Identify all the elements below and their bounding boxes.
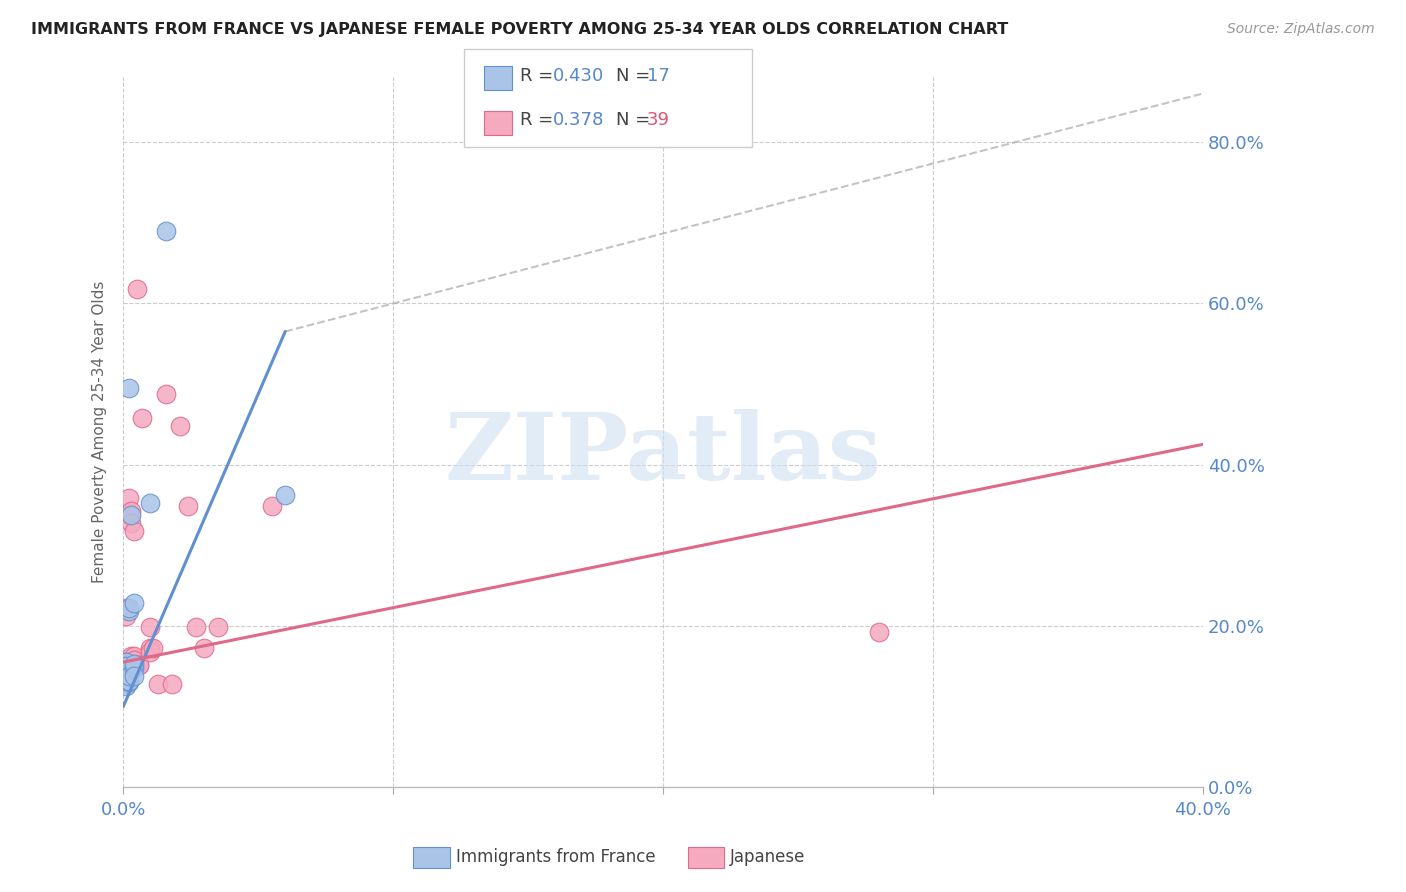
- Point: [274, 488, 297, 502]
- Point: [120, 657, 142, 672]
- Y-axis label: Female Poverty Among 25-34 Year Olds: Female Poverty Among 25-34 Year Olds: [93, 281, 107, 583]
- Point: [193, 641, 215, 656]
- Point: [207, 620, 229, 634]
- Point: [118, 673, 141, 688]
- Point: [120, 504, 142, 518]
- Point: [120, 516, 142, 530]
- Point: [115, 609, 138, 624]
- Point: [120, 508, 142, 522]
- Text: Japanese: Japanese: [730, 848, 806, 866]
- Text: Immigrants from France: Immigrants from France: [456, 848, 655, 866]
- Point: [115, 665, 138, 680]
- Point: [115, 659, 138, 673]
- Point: [139, 641, 162, 656]
- Point: [125, 282, 148, 296]
- Point: [118, 653, 141, 667]
- Point: [169, 418, 191, 433]
- Point: [122, 657, 145, 671]
- Point: [155, 386, 177, 401]
- Text: Source: ZipAtlas.com: Source: ZipAtlas.com: [1227, 22, 1375, 37]
- Point: [118, 508, 141, 522]
- Point: [148, 677, 170, 691]
- Point: [118, 604, 141, 618]
- Point: [868, 625, 890, 640]
- Text: N =: N =: [616, 112, 655, 129]
- Point: [115, 655, 138, 669]
- Point: [139, 496, 162, 510]
- Text: R =: R =: [520, 67, 560, 85]
- Point: [115, 679, 138, 693]
- Point: [160, 677, 183, 691]
- Point: [122, 596, 145, 610]
- Text: 39: 39: [647, 112, 669, 129]
- Point: [155, 224, 177, 238]
- Point: [115, 601, 138, 615]
- Point: [128, 657, 150, 672]
- Point: [118, 655, 141, 669]
- Point: [122, 653, 145, 667]
- Point: [142, 641, 165, 656]
- Point: [122, 649, 145, 664]
- Point: [122, 653, 145, 667]
- Text: 0.430: 0.430: [553, 67, 603, 85]
- Point: [128, 657, 150, 672]
- Point: [120, 649, 142, 664]
- Point: [115, 604, 138, 618]
- Point: [260, 500, 283, 514]
- Point: [118, 657, 141, 672]
- Point: [186, 620, 208, 634]
- Text: R =: R =: [520, 112, 560, 129]
- Point: [139, 620, 162, 634]
- Point: [118, 381, 141, 395]
- Point: [115, 677, 138, 691]
- Point: [122, 669, 145, 683]
- Point: [118, 669, 141, 683]
- Point: [139, 645, 162, 659]
- Text: ZIPatlas: ZIPatlas: [444, 409, 882, 499]
- Point: [118, 669, 141, 683]
- Point: [177, 500, 200, 514]
- Text: N =: N =: [616, 67, 655, 85]
- Point: [118, 491, 141, 506]
- Point: [118, 675, 141, 690]
- Point: [118, 669, 141, 683]
- Point: [131, 410, 153, 425]
- Point: [118, 601, 141, 615]
- Point: [122, 661, 145, 675]
- Point: [115, 657, 138, 672]
- Text: IMMIGRANTS FROM FRANCE VS JAPANESE FEMALE POVERTY AMONG 25-34 YEAR OLDS CORRELAT: IMMIGRANTS FROM FRANCE VS JAPANESE FEMAL…: [31, 22, 1008, 37]
- Text: 17: 17: [647, 67, 669, 85]
- Point: [122, 524, 145, 538]
- Text: 0.378: 0.378: [553, 112, 605, 129]
